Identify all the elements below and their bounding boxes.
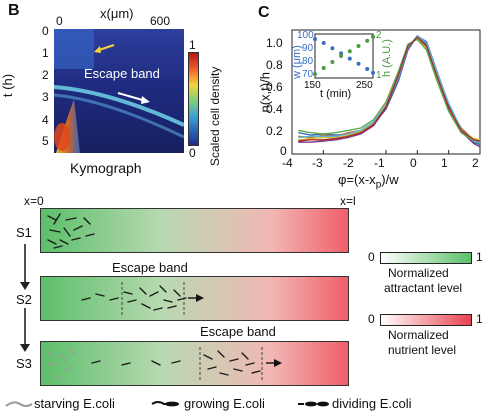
stage-s1: S1: [16, 225, 32, 240]
panel-b-letter: B: [8, 2, 20, 19]
profile-x-tick: -2: [343, 156, 354, 170]
profile-series-line-7: [298, 36, 481, 142]
kymograph-y-tick-3: 3: [42, 90, 49, 104]
attractant-legend-min: 0: [368, 250, 375, 264]
inset-x-tick: 250: [356, 80, 373, 91]
attractant-legend-max: 1: [476, 250, 483, 264]
inset-w-point: [321, 41, 326, 46]
legend-dividing-ecoli: dividing E.coli: [332, 396, 412, 411]
kymograph-y-tick-1: 1: [42, 46, 49, 60]
stage-3-cells: [45, 347, 282, 381]
inset-h-point: [313, 72, 317, 76]
inset-w-point: [330, 46, 335, 51]
inset-w-point: [347, 56, 352, 61]
legend-starving-ecoli: starving E.coli: [34, 396, 115, 411]
kymograph-y-tick-4: 4: [42, 113, 49, 127]
nutrient-legend-bar: [380, 314, 472, 326]
escape-band-label-2: Escape band: [200, 324, 276, 339]
inset-left-tick: 90: [302, 43, 314, 54]
profile-series-line-6: [298, 34, 481, 143]
starving-cells-cluster: [47, 213, 95, 249]
inset-w-point: [313, 37, 317, 42]
nutrient-legend-min: 0: [368, 312, 375, 326]
attractant-legend-label-2: attractant level: [384, 281, 463, 295]
stage-s2: S2: [16, 292, 32, 307]
profile-y-tick: 0: [280, 144, 287, 158]
kymograph-y-tick-0: 0: [42, 24, 49, 38]
inset-left-tick: 70: [302, 69, 314, 80]
profile-y-tick: 1.0: [266, 36, 283, 50]
inset-w-point: [371, 70, 375, 75]
inset-h-point: [356, 44, 361, 48]
profile-y-tick: 0.4: [266, 102, 283, 116]
profile-plot: [291, 29, 481, 155]
kymograph-caption: Kymograph: [70, 160, 142, 176]
kymograph-y-tick-5: 5: [42, 134, 49, 148]
nutrient-legend-label-2: nutrient level: [388, 343, 457, 357]
escape-band-cells-1: [81, 282, 204, 316]
profile-x-tick: -1: [374, 156, 385, 170]
inset-left-tick: 80: [302, 56, 314, 67]
inset-right-title: h (A.U.): [381, 39, 393, 77]
colorbar-label: Scaled cell density: [208, 66, 222, 166]
inset-h-point: [330, 60, 335, 64]
inset-h-point: [371, 34, 375, 39]
profile-x-tick: 2: [472, 156, 479, 170]
kymograph-x-tick-600: 600: [150, 14, 171, 28]
profile-y-tick: 0.6: [266, 80, 283, 94]
kymograph-y-tick-2: 2: [42, 68, 49, 82]
profile-x-tick: -3: [312, 156, 323, 170]
profile-x-title-main: φ=(x-x: [338, 172, 376, 187]
profile-x-title-sub: p: [375, 179, 382, 191]
profile-x-tick: 1: [441, 156, 448, 170]
colorbar-tick-1: 1: [189, 38, 196, 52]
kymograph-annotation: Escape band: [84, 66, 160, 81]
colorbar-tick-0: 0: [189, 146, 196, 160]
inset-right-tick: 1: [376, 70, 382, 81]
profile-y-tick: 0.2: [266, 124, 283, 138]
profile-x-tick: 0: [410, 156, 417, 170]
inset-x-title: t (min): [320, 88, 352, 100]
inset-x-tick: 150: [304, 80, 321, 91]
stage-arrows: [20, 244, 30, 352]
schematic-x-end: x=l: [340, 194, 356, 208]
starving-ecoli-icon: [5, 401, 33, 407]
inset-w-point: [365, 66, 370, 71]
profile-x-tick: -4: [282, 156, 293, 170]
inset-h-point: [365, 38, 370, 43]
attractant-legend-bar: [380, 252, 472, 264]
channel-stage-3: [40, 341, 349, 386]
panel-c-letter: C: [258, 4, 270, 21]
inset-w-point: [356, 61, 361, 66]
kymograph-image: [54, 29, 184, 153]
inset-h-point: [347, 49, 352, 54]
inset-h-point: [339, 54, 344, 58]
profile-y-tick: 0.8: [266, 58, 283, 72]
kymograph-y-title: t (h): [0, 73, 16, 98]
profile-series-line-5: [298, 38, 481, 145]
nutrient-legend-max: 1: [476, 312, 483, 326]
inset-right-tick: 2: [376, 30, 382, 41]
stage-s3: S3: [16, 356, 32, 371]
schematic-x-start: x=0: [24, 194, 44, 208]
inset-plot: [313, 33, 375, 79]
attractant-legend-label-1: Normalized: [388, 266, 449, 280]
dividing-ecoli-icon: [298, 401, 329, 407]
kymograph-x-title: x(μm): [100, 6, 134, 21]
inset-left-tick: 100: [297, 30, 314, 41]
kymograph-colorbar: [188, 52, 199, 146]
inset-frame: [314, 33, 374, 79]
nutrient-legend-label-1: Normalized: [388, 328, 449, 342]
profile-x-title: φ=(x-xp)/w: [338, 172, 399, 191]
kymograph-x-tick-0: 0: [56, 14, 63, 28]
escape-band-label-1: Escape band: [112, 260, 188, 275]
channel-stage-1: [40, 208, 349, 253]
legend-growing-ecoli: growing E.coli: [184, 396, 265, 411]
growing-ecoli-icon: [151, 401, 179, 407]
profile-x-title-end: )/w: [381, 172, 399, 187]
inset-h-point: [321, 66, 326, 70]
